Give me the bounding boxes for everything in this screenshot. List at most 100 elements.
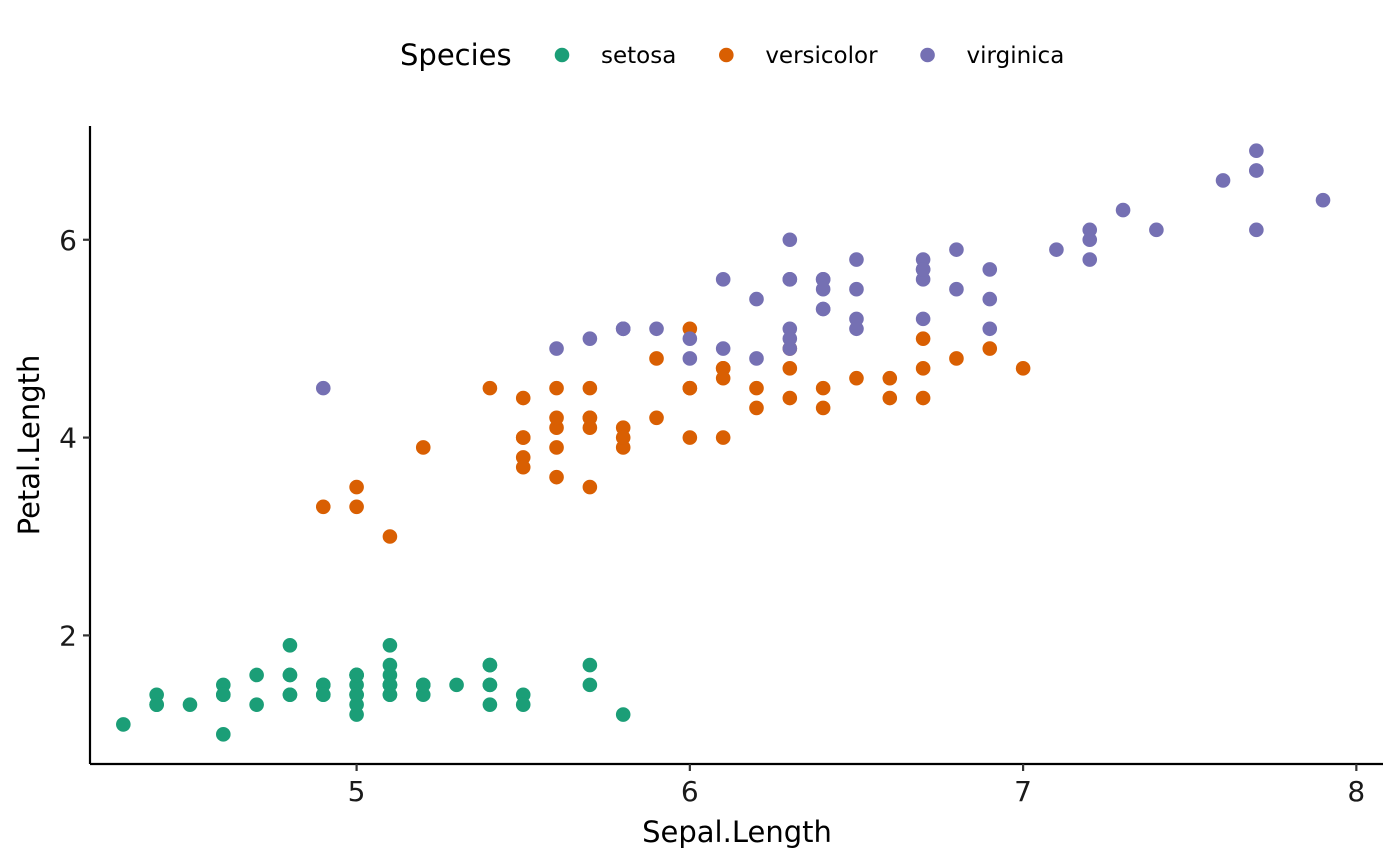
legend-key-versicolor — [719, 47, 734, 63]
data-point-versicolor — [915, 361, 931, 376]
data-point-virginica — [782, 331, 798, 346]
data-point-versicolor — [682, 430, 698, 445]
data-point-virginica — [849, 311, 864, 327]
data-point-setosa — [615, 707, 631, 722]
data-point-versicolor — [349, 499, 364, 515]
series-setosa — [116, 638, 631, 742]
data-point-versicolor — [515, 459, 531, 475]
data-point-virginica — [615, 321, 631, 337]
data-point-setosa — [349, 667, 364, 683]
data-point-setosa — [182, 697, 198, 712]
data-point-versicolor — [315, 499, 331, 515]
legend-label-setosa: setosa — [601, 43, 676, 69]
data-point-setosa — [215, 727, 231, 742]
data-point-versicolor — [649, 351, 664, 366]
data-point-setosa — [482, 657, 498, 673]
data-point-versicolor — [849, 370, 864, 386]
legend: Species setosa versicolor virginica — [400, 38, 1064, 72]
data-point-versicolor — [815, 380, 831, 396]
data-point-virginica — [815, 301, 831, 317]
data-point-virginica — [1082, 252, 1098, 267]
data-point-versicolor — [515, 390, 531, 406]
x-tick-label: 5 — [348, 775, 366, 808]
data-point-virginica — [982, 321, 998, 337]
data-point-virginica — [749, 291, 764, 307]
data-point-versicolor — [549, 410, 564, 426]
y-tick-label: 2 — [59, 619, 77, 652]
data-point-virginica — [915, 311, 931, 327]
data-point-versicolor — [615, 430, 631, 445]
data-point-virginica — [1249, 143, 1264, 159]
legend-key-virginica — [920, 47, 935, 63]
data-point-versicolor — [349, 479, 364, 495]
data-point-virginica — [715, 341, 731, 356]
data-point-setosa — [315, 687, 331, 703]
data-point-setosa — [415, 677, 431, 693]
data-point-setosa — [382, 638, 398, 653]
data-point-versicolor — [749, 400, 764, 416]
data-point-versicolor — [549, 440, 564, 455]
data-point-virginica — [815, 281, 831, 297]
data-point-setosa — [482, 677, 498, 693]
data-point-setosa — [116, 717, 131, 732]
data-point-virginica — [1315, 192, 1331, 208]
data-point-virginica — [982, 262, 998, 277]
data-point-virginica — [949, 242, 964, 257]
data-point-versicolor — [782, 361, 798, 376]
data-point-setosa — [515, 697, 531, 712]
data-point-versicolor — [715, 370, 731, 386]
data-point-virginica — [1249, 163, 1264, 178]
data-point-versicolor — [782, 390, 798, 406]
data-point-versicolor — [1015, 361, 1031, 376]
data-point-virginica — [549, 341, 564, 356]
x-axis-title: Sepal.Length — [642, 815, 832, 849]
data-point-versicolor — [649, 410, 664, 426]
data-point-virginica — [749, 351, 764, 366]
data-point-versicolor — [915, 390, 931, 406]
data-point-setosa — [249, 667, 264, 683]
data-point-virginica — [715, 272, 731, 287]
data-point-setosa — [582, 657, 598, 673]
data-point-virginica — [915, 262, 931, 277]
data-point-virginica — [1249, 222, 1264, 238]
data-point-virginica — [682, 351, 698, 366]
data-point-virginica — [1215, 173, 1231, 188]
data-point-setosa — [249, 697, 264, 712]
data-point-versicolor — [749, 380, 764, 396]
data-point-versicolor — [515, 430, 531, 445]
series-versicolor — [315, 321, 1031, 544]
data-point-setosa — [382, 667, 398, 683]
data-point-versicolor — [415, 440, 431, 455]
data-point-versicolor — [882, 370, 898, 386]
data-point-versicolor — [582, 380, 598, 396]
data-point-versicolor — [882, 390, 898, 406]
data-point-virginica — [582, 331, 598, 346]
data-point-virginica — [682, 331, 698, 346]
data-point-virginica — [1082, 232, 1098, 248]
data-point-virginica — [849, 281, 864, 297]
data-point-setosa — [282, 667, 298, 683]
data-point-virginica — [949, 281, 964, 297]
data-point-versicolor — [715, 430, 731, 445]
data-point-setosa — [282, 687, 298, 703]
data-point-virginica — [1115, 202, 1131, 218]
legend-title: Species — [400, 38, 512, 72]
x-tick-label: 7 — [1014, 775, 1032, 808]
data-point-versicolor — [949, 351, 964, 366]
data-point-virginica — [1149, 222, 1164, 238]
data-point-versicolor — [682, 380, 698, 396]
data-point-virginica — [782, 232, 798, 248]
data-point-versicolor — [982, 341, 998, 356]
data-point-versicolor — [582, 479, 598, 495]
legend-label-versicolor: versicolor — [765, 43, 878, 69]
y-axis-title: Petal.Length — [12, 355, 46, 536]
plot-area: 5 6 7 8 2 4 6 — [59, 126, 1383, 808]
data-point-versicolor — [549, 469, 564, 485]
data-point-virginica — [849, 252, 864, 267]
data-point-virginica — [782, 272, 798, 287]
data-point-versicolor — [815, 400, 831, 416]
data-point-setosa — [282, 638, 298, 653]
y-tick-label: 6 — [59, 224, 77, 257]
data-point-setosa — [482, 697, 498, 712]
